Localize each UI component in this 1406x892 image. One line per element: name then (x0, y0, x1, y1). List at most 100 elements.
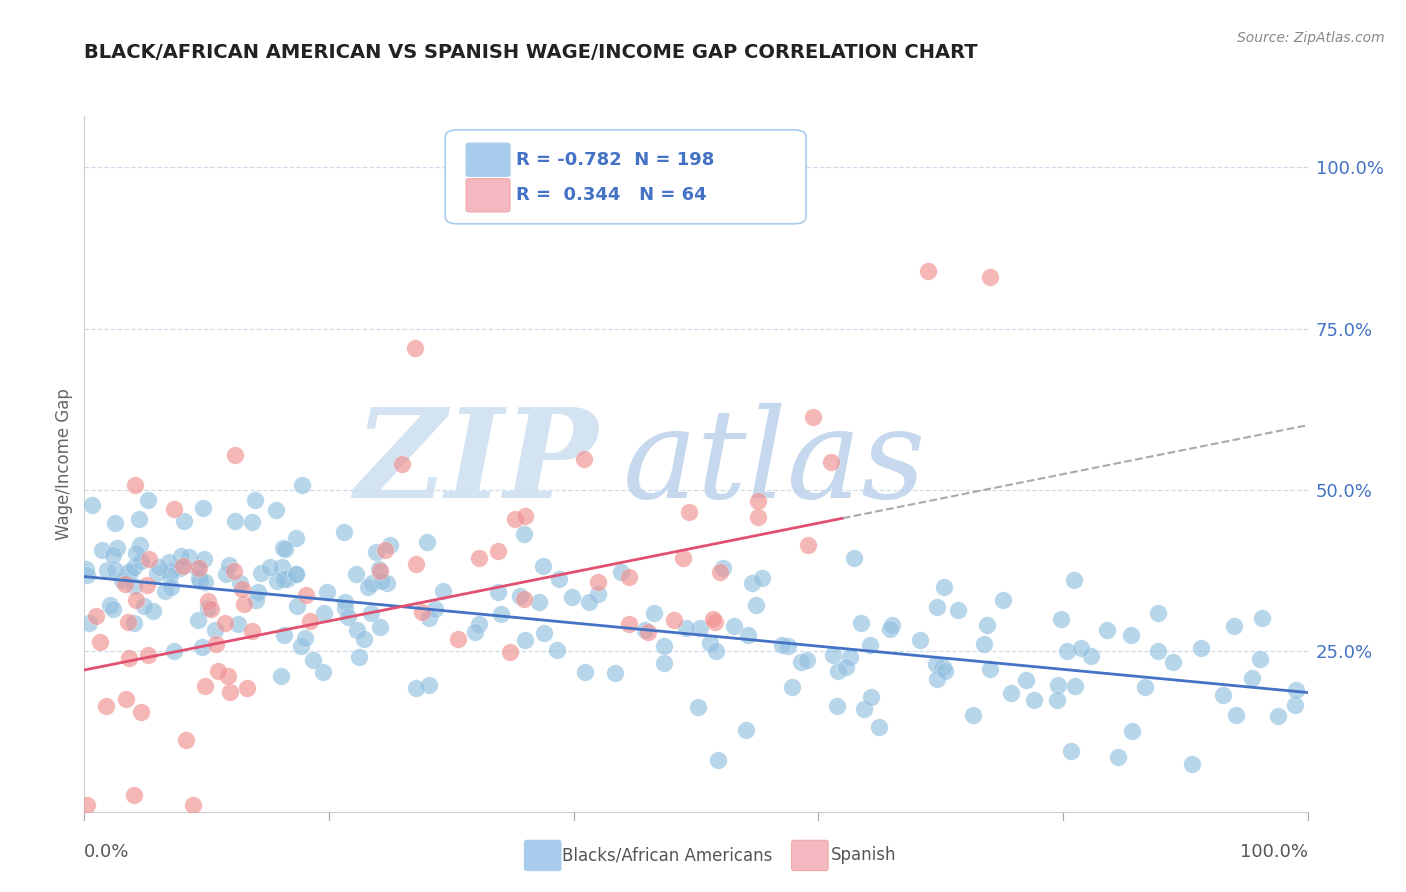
Point (200, 601, 222, 615)
Text: Spanish: Spanish (831, 847, 897, 864)
Point (1225, 707, 1247, 722)
Point (464, 624, 486, 639)
Point (707, 753, 730, 767)
Text: Blacks/African Americans: Blacks/African Americans (562, 847, 773, 864)
Point (96, 698, 118, 713)
Point (734, 723, 756, 738)
Point (416, 534, 439, 549)
Point (1046, 678, 1069, 692)
Point (1241, 671, 1264, 685)
Point (1107, 750, 1129, 764)
Point (122, 788, 145, 802)
Point (503, 512, 526, 526)
Point (370, 565, 392, 579)
Point (976, 617, 998, 632)
Point (671, 551, 693, 566)
Text: ZIP: ZIP (354, 403, 598, 524)
Point (404, 341, 426, 355)
Point (76, 798, 98, 813)
Point (801, 409, 824, 424)
Point (704, 643, 727, 657)
Point (711, 560, 734, 574)
Point (91, 542, 114, 557)
Point (131, 706, 153, 720)
Point (368, 562, 391, 576)
Point (217, 669, 239, 683)
Point (197, 594, 219, 608)
Point (979, 663, 1001, 677)
Point (1095, 624, 1118, 638)
Point (122, 579, 145, 593)
Point (224, 514, 246, 528)
Point (207, 664, 229, 678)
Point (1056, 644, 1078, 658)
Point (129, 554, 152, 568)
Point (159, 565, 181, 579)
Point (204, 637, 226, 651)
Point (337, 609, 360, 624)
Point (371, 574, 394, 588)
Point (193, 574, 215, 589)
Point (377, 576, 399, 591)
Point (188, 574, 211, 589)
Point (925, 599, 948, 614)
Point (226, 617, 249, 632)
Point (240, 515, 263, 529)
Point (360, 606, 382, 620)
Point (132, 599, 155, 614)
Point (486, 584, 509, 599)
Point (1284, 698, 1306, 713)
Point (652, 656, 675, 670)
FancyBboxPatch shape (465, 143, 510, 177)
Point (218, 558, 240, 572)
Point (603, 665, 626, 680)
Point (405, 681, 427, 695)
Point (880, 617, 903, 632)
Point (266, 574, 288, 588)
Point (745, 598, 768, 612)
Point (98, 599, 121, 613)
Point (242, 624, 264, 638)
Point (675, 622, 697, 636)
Point (274, 541, 297, 556)
Point (193, 551, 215, 566)
Point (215, 567, 238, 582)
Point (172, 558, 194, 573)
Point (747, 509, 769, 524)
Point (513, 633, 536, 648)
Point (797, 538, 820, 552)
Point (703, 615, 725, 629)
Point (284, 566, 307, 581)
Point (548, 572, 571, 586)
Point (163, 502, 186, 516)
Point (533, 625, 555, 640)
Y-axis label: Wage/Income Gap: Wage/Income Gap (55, 388, 73, 540)
Point (159, 569, 181, 583)
Text: R = -0.782  N = 198: R = -0.782 N = 198 (516, 151, 714, 169)
Point (678, 505, 700, 519)
Point (101, 548, 124, 562)
Text: atlas: atlas (623, 403, 927, 524)
Point (979, 270, 1001, 285)
Point (1191, 641, 1213, 656)
Point (1064, 679, 1087, 693)
Point (294, 631, 316, 645)
Point (104, 563, 127, 577)
Point (468, 616, 491, 631)
Point (299, 614, 322, 628)
Point (1050, 612, 1073, 626)
Point (925, 672, 948, 686)
Point (529, 595, 551, 609)
Point (574, 452, 596, 467)
Point (361, 576, 384, 591)
Point (368, 620, 391, 634)
Point (634, 623, 657, 637)
Point (1251, 611, 1274, 625)
Point (418, 610, 440, 624)
Point (1181, 756, 1204, 771)
Point (148, 559, 170, 574)
Point (160, 580, 183, 594)
Point (561, 591, 583, 605)
Point (1070, 640, 1092, 655)
Point (118, 565, 141, 579)
